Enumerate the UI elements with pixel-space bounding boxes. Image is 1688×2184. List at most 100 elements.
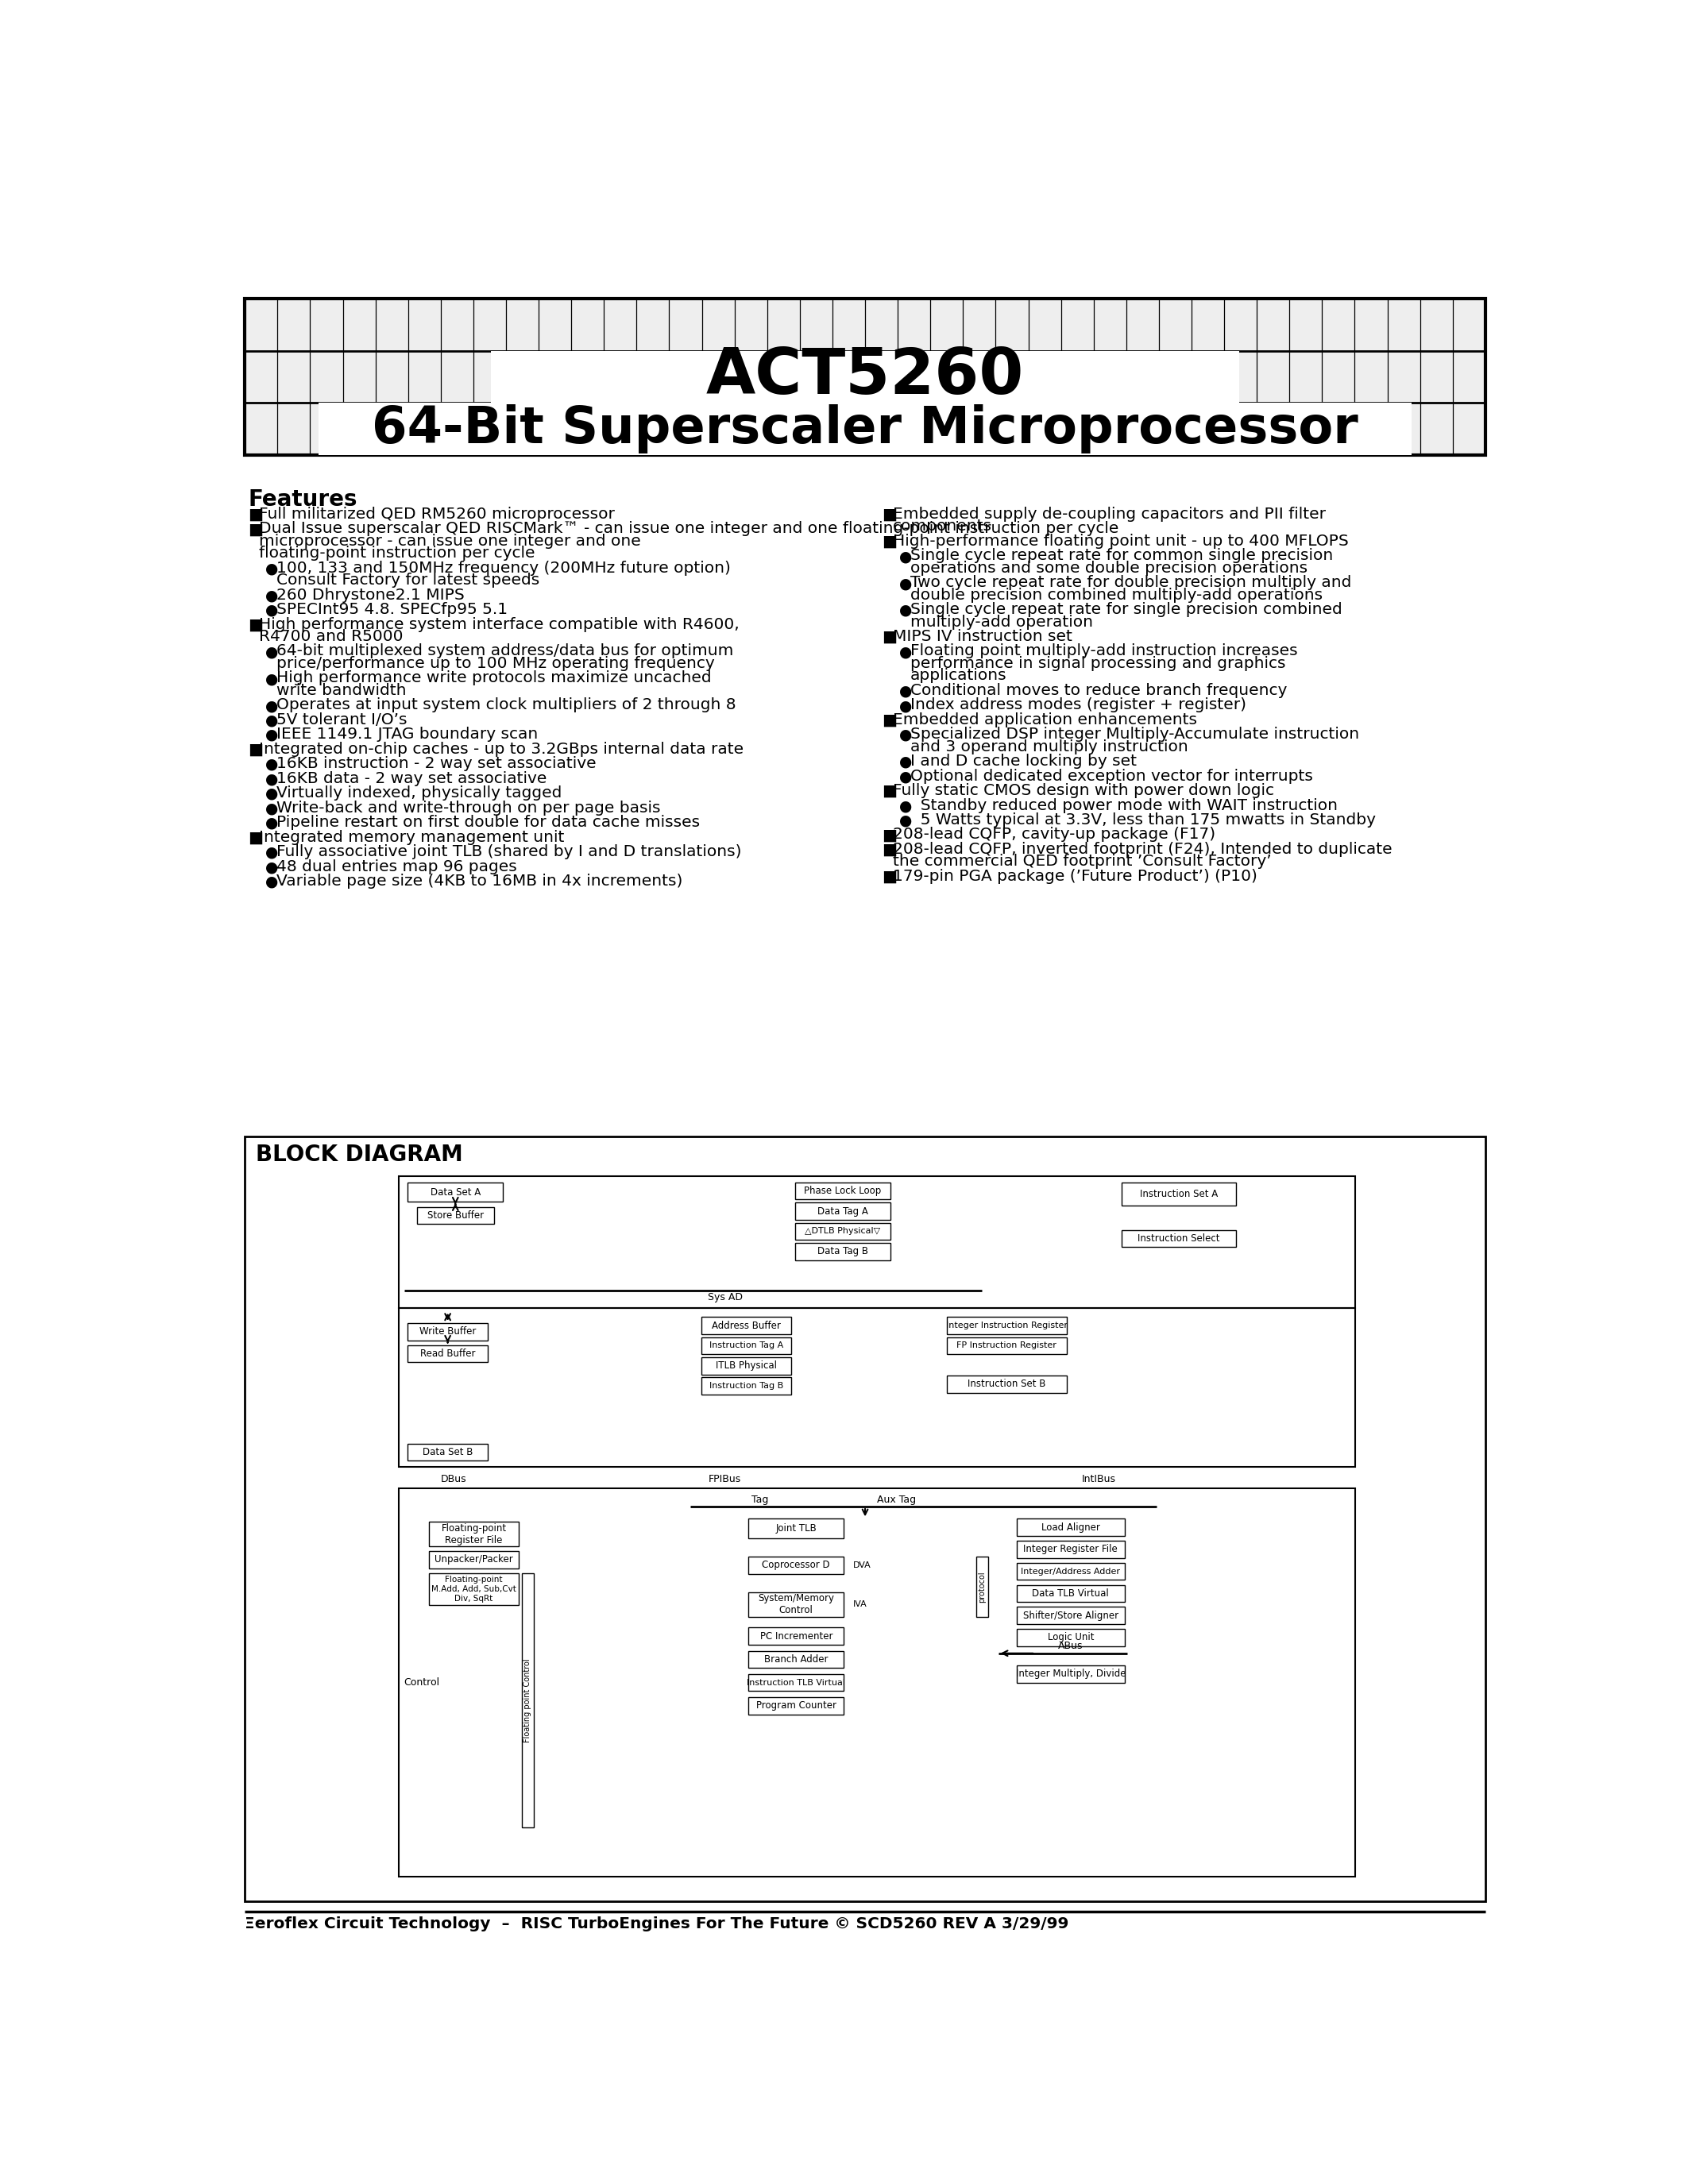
Text: ●: ● [265,561,279,577]
Text: write bandwidth: write bandwidth [277,684,407,699]
Text: Optional dedicated exception vector for interrupts: Optional dedicated exception vector for … [910,769,1313,784]
Bar [408,1324,488,1341]
Bar [976,1557,987,1616]
Text: Dual Issue superscalar QED RISCMark™ - can issue one integer and one floating-po: Dual Issue superscalar QED RISCMark™ - c… [258,522,1119,537]
Text: Tag: Tag [751,1494,768,1505]
Text: Variable page size (4KB to 16MB in 4x increments): Variable page size (4KB to 16MB in 4x in… [277,874,682,889]
Text: Two cycle repeat rate for double precision multiply and: Two cycle repeat rate for double precisi… [910,574,1352,590]
Bar [702,1337,792,1354]
Text: High performance write protocols maximize uncached: High performance write protocols maximiz… [277,670,711,686]
Text: multiply-add operation: multiply-add operation [910,614,1094,629]
Text: ●: ● [265,802,279,817]
Text: ■: ■ [883,507,896,522]
Text: ●: ● [900,799,912,812]
Text: the commercial QED footprint ’Consult Factory’: the commercial QED footprint ’Consult Fa… [893,854,1271,869]
Bar [245,1136,1485,1900]
Bar [398,1487,1355,1876]
Bar [408,1345,488,1363]
Text: Control: Control [403,1677,439,1688]
Text: IEEE 1149.1 JTAG boundary scan: IEEE 1149.1 JTAG boundary scan [277,727,538,743]
Bar [748,1627,844,1645]
Text: ●: ● [265,786,279,802]
Bar [748,1651,844,1669]
Text: ●: ● [265,845,279,860]
Bar [319,402,1411,454]
Bar [1016,1629,1124,1647]
Text: ●: ● [265,644,279,660]
Text: applications: applications [910,668,1008,684]
Text: IntIBus: IntIBus [1082,1474,1116,1485]
Text: ITLB Physical: ITLB Physical [716,1361,776,1372]
Text: MIPS IV instruction set: MIPS IV instruction set [893,629,1072,644]
Text: Data Tag A: Data Tag A [817,1206,868,1216]
Bar [947,1317,1067,1334]
Bar [1016,1666,1124,1682]
Text: ●: ● [900,769,912,784]
Text: Consult Factory for latest speeds: Consult Factory for latest speeds [277,572,540,587]
Text: 260 Dhrystone2.1 MIPS: 260 Dhrystone2.1 MIPS [277,587,464,603]
Text: Instruction TLB Virtual: Instruction TLB Virtual [746,1679,846,1686]
Bar [947,1337,1067,1354]
Bar [1123,1182,1236,1206]
Text: ●: ● [265,815,279,830]
Text: Coprocessor D: Coprocessor D [763,1559,830,1570]
Bar [748,1518,844,1538]
Text: components: components [893,520,993,535]
Text: ●: ● [265,874,279,889]
Text: ■: ■ [248,743,263,758]
Text: Full militarized QED RM5260 microprocessor: Full militarized QED RM5260 microprocess… [258,507,614,522]
Text: DVA: DVA [852,1562,871,1568]
Text: double precision combined multiply-add operations: double precision combined multiply-add o… [910,587,1323,603]
Text: Instruction Select: Instruction Select [1138,1234,1220,1245]
Text: Operates at input system clock multipliers of 2 through 8: Operates at input system clock multiplie… [277,697,736,712]
Text: 5V tolerant I/O’s: 5V tolerant I/O’s [277,712,407,727]
Text: ●: ● [900,699,912,714]
Text: 100, 133 and 150MHz frequency (200MHz future option): 100, 133 and 150MHz frequency (200MHz fu… [277,561,731,577]
Text: FP Instruction Register: FP Instruction Register [957,1341,1057,1350]
Text: Integer/Address Adder: Integer/Address Adder [1021,1568,1121,1575]
Text: △DTLB Physical▽: △DTLB Physical▽ [805,1227,881,1236]
Text: Address Buffer: Address Buffer [712,1321,782,1330]
Text: ●: ● [900,603,912,618]
Bar [398,1308,1355,1468]
Text: FPIBus: FPIBus [709,1474,741,1485]
Text: Write-back and write-through on per page basis: Write-back and write-through on per page… [277,799,660,815]
Text: Unpacker/Packer: Unpacker/Packer [434,1555,513,1566]
Text: ACT5260: ACT5260 [706,345,1025,408]
Text: ●: ● [265,758,279,771]
Text: BLOCK DIAGRAM: BLOCK DIAGRAM [257,1144,463,1166]
Text: ■: ■ [248,522,263,537]
Text: Conditional moves to reduce branch frequency: Conditional moves to reduce branch frequ… [910,684,1288,699]
Bar [702,1317,792,1334]
Text: Data Tag B: Data Tag B [817,1247,868,1256]
Text: IVA: IVA [852,1601,868,1607]
Text: Integer Register File: Integer Register File [1023,1544,1117,1555]
Bar [417,1208,495,1223]
Text: Ξeroflex Circuit Technology  –  RISC TurboEngines For The Future © SCD5260 REV A: Ξeroflex Circuit Technology – RISC Turbo… [245,1918,1069,1931]
Text: ●: ● [900,727,912,743]
Text: ●: ● [900,548,912,563]
Text: 16KB data - 2 way set associative: 16KB data - 2 way set associative [277,771,547,786]
Text: ●: ● [265,603,279,618]
Text: Store Buffer: Store Buffer [427,1210,484,1221]
Bar [748,1557,844,1575]
Text: I and D cache locking by set: I and D cache locking by set [910,753,1136,769]
Text: 48 dual entries map 96 pages: 48 dual entries map 96 pages [277,858,517,874]
Bar [245,299,1485,454]
Text: ABus: ABus [1058,1640,1084,1651]
Text: Floating-point
Register File: Floating-point Register File [441,1522,506,1544]
Text: Pipeline restart on first double for data cache misses: Pipeline restart on first double for dat… [277,815,701,830]
Text: 64-Bit Superscaler Microprocessor: 64-Bit Superscaler Microprocessor [371,404,1359,454]
Text: Single cycle repeat rate for common single precision: Single cycle repeat rate for common sing… [910,548,1334,563]
Text: ■: ■ [248,618,263,633]
Bar [947,1376,1067,1393]
Text: Instruction Tag B: Instruction Tag B [709,1382,783,1389]
Text: protocol: protocol [977,1570,986,1603]
Bar [398,1177,1355,1308]
Text: Floating point multiply-add instruction increases: Floating point multiply-add instruction … [910,644,1298,660]
Bar [1123,1230,1236,1247]
Text: 179-pin PGA package (’Future Product’) (P10): 179-pin PGA package (’Future Product’) (… [893,869,1258,885]
Text: ●: ● [900,753,912,769]
Text: Data Set B: Data Set B [422,1448,473,1457]
Text: ■: ■ [883,712,896,727]
